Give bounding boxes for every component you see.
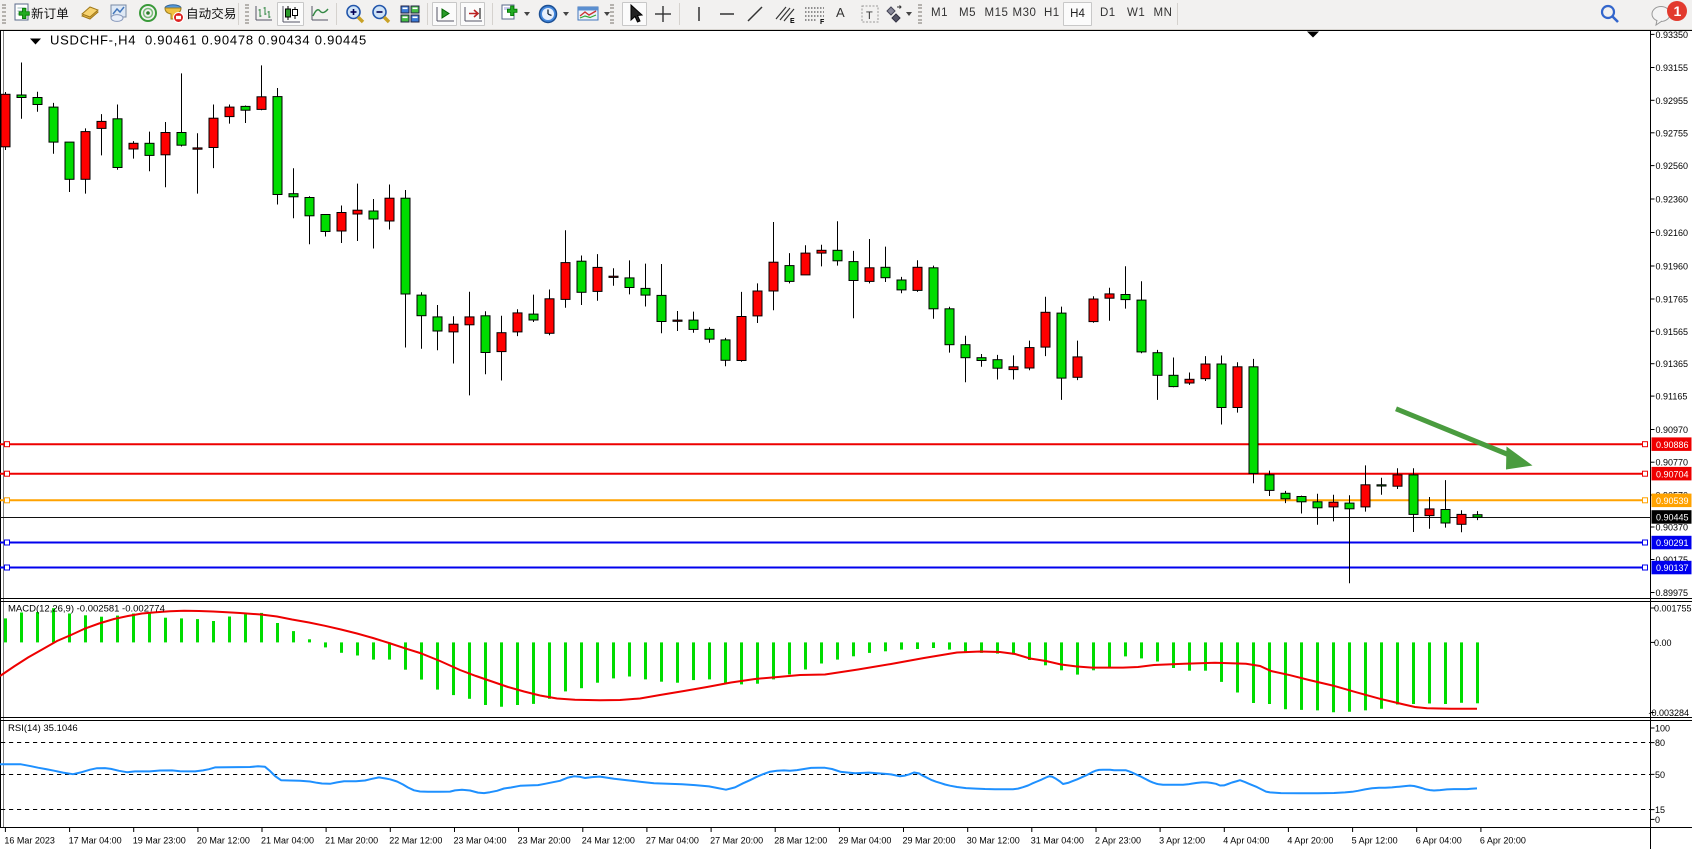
svg-text:6 Apr 04:00: 6 Apr 04:00 bbox=[1416, 836, 1462, 846]
svg-text:21 Mar 04:00: 21 Mar 04:00 bbox=[261, 836, 314, 846]
svg-text:E: E bbox=[790, 18, 795, 25]
svg-text:0.90539: 0.90539 bbox=[1656, 496, 1689, 506]
svg-text:4 Apr 04:00: 4 Apr 04:00 bbox=[1223, 836, 1269, 846]
svg-text:0.92560: 0.92560 bbox=[1656, 161, 1689, 171]
svg-text:0.92160: 0.92160 bbox=[1656, 228, 1689, 238]
svg-text:0.90770: 0.90770 bbox=[1656, 458, 1689, 468]
svg-text:0.001755: 0.001755 bbox=[1654, 604, 1692, 614]
svg-text:21 Mar 20:00: 21 Mar 20:00 bbox=[325, 836, 378, 846]
svg-text:100: 100 bbox=[1655, 724, 1670, 734]
svg-text:23 Mar 04:00: 23 Mar 04:00 bbox=[454, 836, 507, 846]
svg-text:0.91960: 0.91960 bbox=[1656, 262, 1689, 272]
svg-text:-0.003284: -0.003284 bbox=[1649, 708, 1690, 718]
svg-text:0.90370: 0.90370 bbox=[1656, 523, 1689, 533]
svg-text:F: F bbox=[820, 19, 825, 25]
svg-text:0.90445: 0.90445 bbox=[1656, 513, 1689, 523]
svg-text:80: 80 bbox=[1655, 738, 1665, 748]
svg-text:USDCHF-,H4 0.90461 0.90478 0.: USDCHF-,H4 0.90461 0.90478 0.90434 0.904… bbox=[50, 33, 367, 48]
svg-text:RSI(14) 35.1046: RSI(14) 35.1046 bbox=[8, 723, 78, 734]
svg-text:27 Mar 20:00: 27 Mar 20:00 bbox=[710, 836, 763, 846]
svg-text:17 Mar 04:00: 17 Mar 04:00 bbox=[69, 836, 122, 846]
svg-text:1: 1 bbox=[1674, 3, 1682, 19]
svg-text:0.89975: 0.89975 bbox=[1656, 588, 1689, 598]
svg-text:0.92955: 0.92955 bbox=[1656, 96, 1689, 106]
svg-text:0.90886: 0.90886 bbox=[1656, 440, 1689, 450]
svg-text:3 Apr 12:00: 3 Apr 12:00 bbox=[1159, 836, 1205, 846]
svg-text:19 Mar 23:00: 19 Mar 23:00 bbox=[133, 836, 186, 846]
svg-text:0.91365: 0.91365 bbox=[1656, 359, 1689, 369]
svg-text:0.90970: 0.90970 bbox=[1656, 425, 1689, 435]
svg-text:5 Apr 12:00: 5 Apr 12:00 bbox=[1352, 836, 1398, 846]
svg-text:30 Mar 12:00: 30 Mar 12:00 bbox=[967, 836, 1020, 846]
svg-text:20 Mar 12:00: 20 Mar 12:00 bbox=[197, 836, 250, 846]
svg-text:0.92360: 0.92360 bbox=[1656, 195, 1689, 205]
svg-text:0: 0 bbox=[1655, 815, 1660, 825]
svg-text:0.91765: 0.91765 bbox=[1656, 295, 1689, 305]
svg-text:MACD(12,26,9) -0.002581 -0.002: MACD(12,26,9) -0.002581 -0.002774 bbox=[8, 604, 165, 615]
svg-text:0.91165: 0.91165 bbox=[1656, 392, 1688, 402]
svg-text:27 Mar 04:00: 27 Mar 04:00 bbox=[646, 836, 699, 846]
svg-text:6 Apr 20:00: 6 Apr 20:00 bbox=[1480, 836, 1526, 846]
svg-text:0.91565: 0.91565 bbox=[1656, 327, 1689, 337]
svg-text:T: T bbox=[866, 10, 873, 22]
svg-text:0.93350: 0.93350 bbox=[1656, 30, 1689, 40]
svg-text:29 Mar 04:00: 29 Mar 04:00 bbox=[838, 836, 891, 846]
svg-text:0.93155: 0.93155 bbox=[1656, 63, 1689, 73]
svg-text:16 Mar 2023: 16 Mar 2023 bbox=[4, 836, 55, 846]
svg-text:0.00: 0.00 bbox=[1654, 638, 1672, 648]
svg-text:31 Mar 04:00: 31 Mar 04:00 bbox=[1031, 836, 1084, 846]
svg-text:0.90175: 0.90175 bbox=[1656, 555, 1689, 565]
svg-text:0.90704: 0.90704 bbox=[1656, 469, 1689, 479]
svg-text:4 Apr 20:00: 4 Apr 20:00 bbox=[1287, 836, 1333, 846]
svg-text:28 Mar 12:00: 28 Mar 12:00 bbox=[774, 836, 827, 846]
svg-text:23 Mar 20:00: 23 Mar 20:00 bbox=[518, 836, 571, 846]
svg-text:0.90291: 0.90291 bbox=[1656, 538, 1689, 548]
svg-text:15: 15 bbox=[1655, 805, 1665, 815]
svg-text:22 Mar 12:00: 22 Mar 12:00 bbox=[389, 836, 442, 846]
svg-text:29 Mar 20:00: 29 Mar 20:00 bbox=[903, 836, 956, 846]
svg-text:0.92755: 0.92755 bbox=[1656, 128, 1689, 138]
svg-text:50: 50 bbox=[1655, 770, 1665, 780]
svg-text:2 Apr 23:00: 2 Apr 23:00 bbox=[1095, 836, 1141, 846]
svg-text:24 Mar 12:00: 24 Mar 12:00 bbox=[582, 836, 635, 846]
svg-text:0.90137: 0.90137 bbox=[1656, 563, 1689, 573]
